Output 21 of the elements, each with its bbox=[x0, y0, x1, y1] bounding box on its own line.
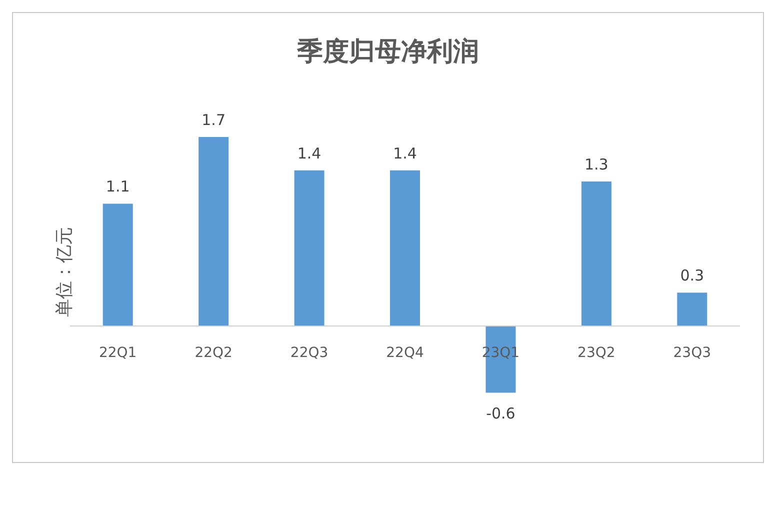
x-tick-label: 22Q1 bbox=[98, 345, 137, 361]
data-label: -0.6 bbox=[486, 404, 516, 423]
bar bbox=[198, 137, 229, 326]
x-tick-label: 22Q3 bbox=[290, 345, 328, 361]
data-label: 1.4 bbox=[393, 144, 417, 162]
data-label: 0.3 bbox=[680, 266, 704, 285]
data-label: 1.7 bbox=[202, 111, 226, 129]
bar bbox=[677, 292, 708, 326]
data-label: 1.4 bbox=[297, 144, 322, 162]
data-label: 1.3 bbox=[584, 155, 608, 174]
y-axis-title: 单位：亿元 bbox=[54, 227, 75, 317]
bar bbox=[294, 170, 324, 326]
x-tick-label: 23Q3 bbox=[673, 345, 712, 361]
bar bbox=[581, 181, 612, 326]
bar bbox=[102, 204, 133, 326]
x-tick-label: 22Q2 bbox=[194, 345, 232, 361]
chart-title: 季度归母净利润 bbox=[296, 37, 479, 67]
x-tick-label: 22Q4 bbox=[386, 345, 424, 361]
data-label: 1.1 bbox=[106, 178, 130, 196]
x-tick-label: 23Q2 bbox=[578, 345, 616, 361]
bar bbox=[390, 170, 420, 326]
